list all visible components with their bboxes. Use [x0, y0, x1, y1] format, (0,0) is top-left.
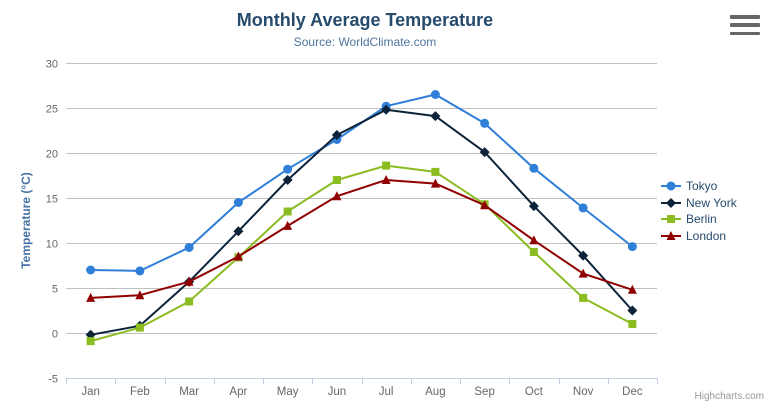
x-axis-label: Apr: [229, 386, 247, 398]
data-point-new-york[interactable]: [381, 104, 392, 115]
x-axis-label: Feb: [130, 386, 150, 398]
data-point-london[interactable]: [283, 220, 293, 230]
data-point-new-york[interactable]: [578, 250, 589, 261]
series-line-london[interactable]: [89, 179, 634, 299]
data-point-berlin[interactable]: [382, 161, 391, 170]
y-axis-title: Temperature (°C): [19, 172, 33, 269]
data-point-tokyo[interactable]: [184, 243, 194, 252]
series-tokyo: [86, 90, 637, 276]
legend-marker-circle-icon: [661, 181, 681, 191]
data-point-new-york[interactable]: [430, 111, 441, 122]
chart-context-menu-button[interactable]: [730, 15, 762, 35]
legend-marker-square-icon: [661, 215, 681, 224]
x-axis-label: Aug: [425, 386, 445, 398]
data-point-new-york[interactable]: [528, 201, 539, 212]
data-point-london[interactable]: [529, 235, 539, 245]
data-point-london[interactable]: [86, 292, 96, 302]
x-axis-label: Oct: [525, 386, 544, 398]
legend-marker-shape: [667, 215, 675, 224]
series-new-york: [85, 104, 638, 340]
highcharts-credit-link[interactable]: Highcharts.com: [694, 391, 764, 402]
y-axis-label: 20: [46, 149, 58, 161]
legend-label: Tokyo: [686, 179, 718, 194]
y-axis-label: 10: [46, 239, 58, 251]
hamburger-menu-icon: [730, 15, 760, 19]
data-point-london[interactable]: [332, 191, 342, 201]
series-line-new-york[interactable]: [89, 108, 634, 336]
data-point-london[interactable]: [233, 251, 243, 261]
data-point-berlin[interactable]: [86, 337, 95, 346]
y-axis-label: 5: [52, 284, 58, 296]
chart-title: Monthly Average Temperature: [236, 10, 494, 30]
x-axis-label: May: [277, 386, 299, 398]
series-line-tokyo[interactable]: [89, 93, 634, 272]
data-point-london[interactable]: [480, 200, 490, 210]
hamburger-menu-icon: [730, 31, 760, 35]
chart-subtitle: Source: WorldClimate.com: [293, 35, 437, 49]
x-axis-label: Sep: [474, 386, 494, 398]
data-point-tokyo[interactable]: [135, 266, 145, 276]
x-axis-label: Dec: [622, 386, 643, 398]
legend-marker-diamond-icon: [661, 197, 681, 208]
data-point-new-york[interactable]: [627, 305, 638, 316]
legend: Tokyo New York Berlin London: [661, 178, 737, 244]
legend-label: London: [686, 228, 727, 243]
x-axis-label: Jul: [379, 386, 394, 398]
data-point-london[interactable]: [430, 178, 440, 188]
data-point-berlin[interactable]: [628, 320, 637, 328]
x-axis-label: Jun: [328, 386, 347, 398]
legend-label: New York: [686, 195, 737, 210]
data-point-new-york[interactable]: [479, 147, 490, 158]
legend-item-tokyo[interactable]: Tokyo: [661, 178, 737, 195]
data-point-tokyo[interactable]: [233, 198, 243, 207]
x-axis-label: Mar: [179, 386, 199, 398]
data-point-tokyo[interactable]: [578, 203, 588, 213]
data-point-new-york[interactable]: [282, 175, 293, 185]
x-axis-label: Nov: [573, 386, 594, 398]
data-point-london[interactable]: [627, 284, 637, 294]
data-point-new-york[interactable]: [233, 226, 244, 237]
legend-label: Berlin: [686, 212, 717, 227]
x-axis-label: Jan: [81, 386, 100, 398]
y-axis-label: -5: [48, 374, 58, 386]
legend-marker-shape: [666, 230, 676, 240]
data-point-berlin[interactable]: [529, 248, 538, 256]
series-london: [86, 175, 637, 302]
data-point-tokyo[interactable]: [86, 265, 96, 275]
data-point-london[interactable]: [578, 268, 588, 278]
y-axis-label: 0: [52, 329, 58, 341]
data-point-new-york[interactable]: [331, 130, 342, 140]
data-point-tokyo[interactable]: [627, 242, 637, 252]
legend-marker-triangle-icon: [661, 230, 681, 240]
data-point-tokyo[interactable]: [529, 163, 539, 173]
legend-marker-shape: [666, 197, 676, 208]
data-point-london[interactable]: [381, 175, 391, 184]
data-point-berlin[interactable]: [185, 297, 194, 306]
legend-item-berlin[interactable]: Berlin: [661, 211, 737, 228]
data-point-berlin[interactable]: [332, 176, 341, 184]
data-point-berlin[interactable]: [431, 167, 440, 176]
data-point-tokyo[interactable]: [480, 118, 490, 128]
legend-marker-shape: [666, 181, 676, 191]
legend-item-new-york[interactable]: New York: [661, 195, 737, 212]
legend-item-london[interactable]: London: [661, 228, 737, 245]
data-point-london[interactable]: [184, 276, 194, 286]
data-point-berlin[interactable]: [283, 207, 292, 216]
data-point-berlin[interactable]: [135, 323, 144, 332]
data-point-london[interactable]: [135, 290, 145, 300]
series-line-berlin[interactable]: [89, 164, 634, 343]
data-point-berlin[interactable]: [579, 293, 588, 302]
data-point-tokyo[interactable]: [283, 164, 293, 174]
y-axis-label: 30: [46, 59, 58, 71]
data-point-tokyo[interactable]: [430, 90, 440, 99]
y-axis-label: 25: [46, 104, 58, 116]
hamburger-menu-icon: [730, 23, 760, 27]
y-axis-label: 15: [46, 194, 58, 206]
